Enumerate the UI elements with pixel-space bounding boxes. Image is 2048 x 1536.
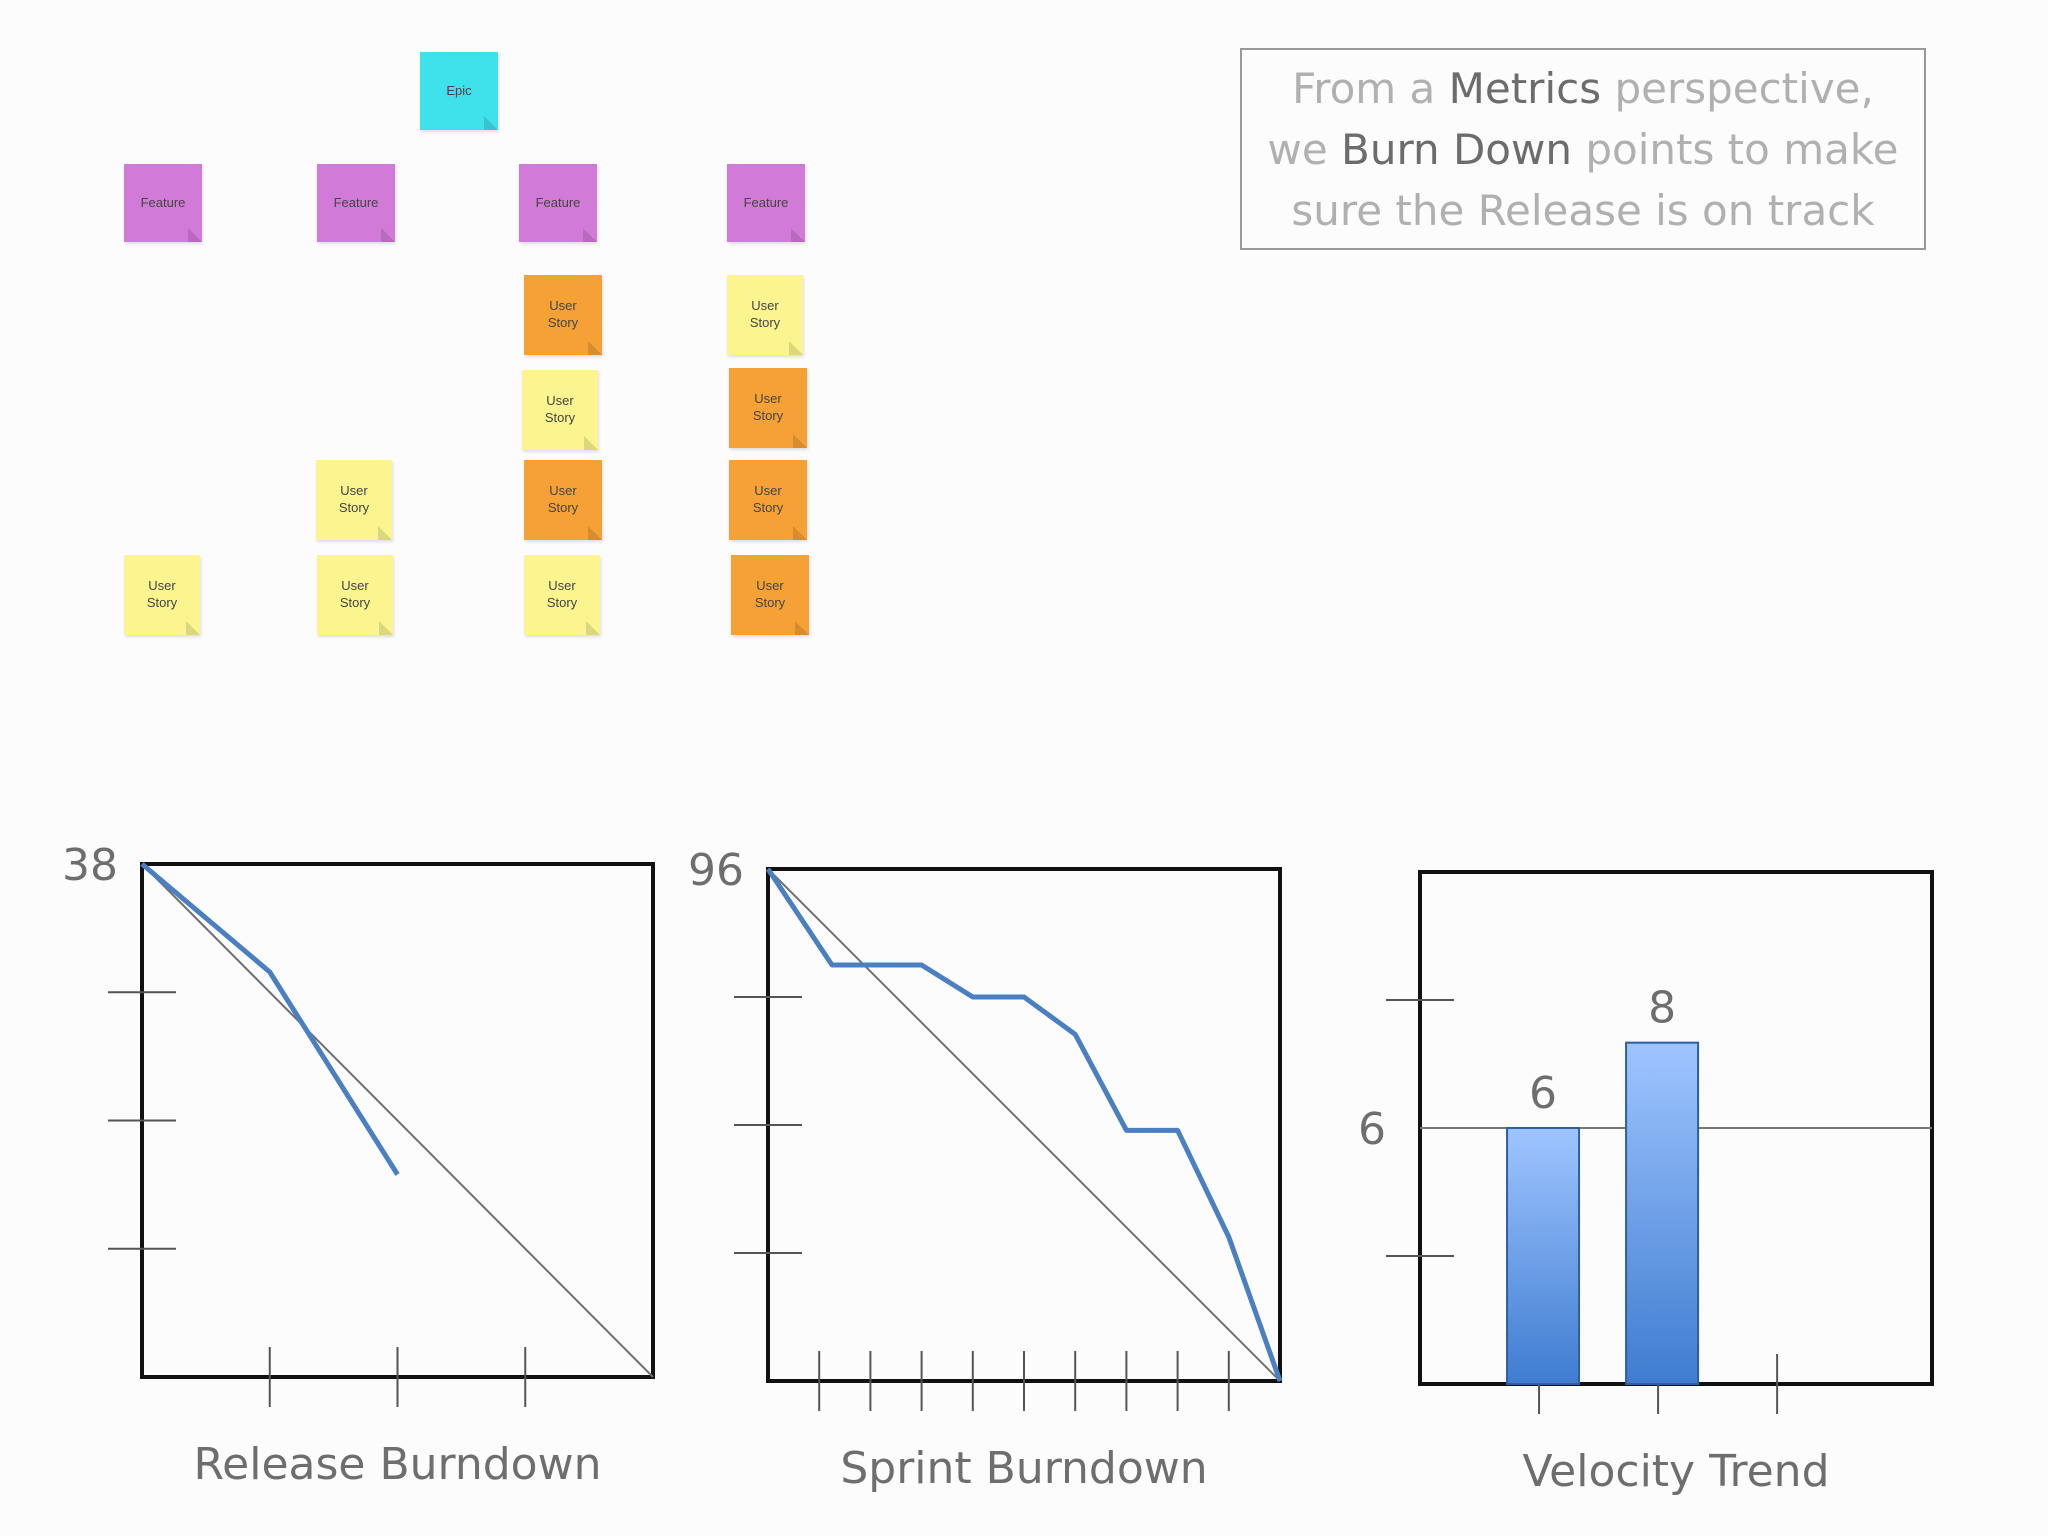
user-story-sticky: User Story xyxy=(124,555,200,635)
feature-label: Feature xyxy=(140,194,186,210)
story-label: User Story xyxy=(754,578,786,610)
bar-value-label: 6 xyxy=(1529,1068,1557,1119)
callout-text: From a xyxy=(1292,64,1449,113)
metrics-callout: From a Metrics perspective, we Burn Down… xyxy=(1240,48,1926,250)
sprint-burndown-chart: 96 Sprint Burndown xyxy=(688,845,1283,1494)
user-story-sticky: User Story xyxy=(524,555,600,635)
story-label: User Story xyxy=(146,578,178,610)
y-max-label: 38 xyxy=(62,840,118,891)
bar-value-label: 8 xyxy=(1648,983,1676,1034)
story-label: User Story xyxy=(339,578,371,610)
epic-sticky: Epic xyxy=(420,52,498,130)
y-max-label: 96 xyxy=(688,845,744,896)
ideal-burndown-line xyxy=(767,868,1281,1382)
user-story-sticky: User Story xyxy=(524,460,602,540)
release-burndown-chart: 38 Release Burndown xyxy=(62,840,655,1490)
feature-sticky: Feature xyxy=(124,164,202,242)
feature-sticky: Feature xyxy=(727,164,805,242)
callout-text: sure the Release is on track xyxy=(1291,186,1875,235)
chart-title: Release Burndown xyxy=(194,1439,602,1490)
callout-text: perspective, xyxy=(1601,64,1874,113)
velocity-bar xyxy=(1625,1041,1700,1385)
callout-text: we xyxy=(1267,125,1342,174)
callout-highlight-metrics: Metrics xyxy=(1448,64,1602,113)
feature-label: Feature xyxy=(333,194,379,210)
user-story-sticky: User Story xyxy=(317,555,393,635)
story-label: User Story xyxy=(752,391,784,423)
story-label: User Story xyxy=(544,393,576,425)
story-label: User Story xyxy=(546,578,578,610)
story-label: User Story xyxy=(338,483,370,515)
actual-burndown-line xyxy=(765,867,1283,1382)
epic-label: Epic xyxy=(446,82,472,98)
story-label: User Story xyxy=(547,483,579,515)
feature-sticky: Feature xyxy=(317,164,395,242)
user-story-sticky: User Story xyxy=(731,555,809,635)
velocity-trend-chart: 6 8 6 Velocity Trend xyxy=(1358,870,1934,1497)
user-story-sticky: User Story xyxy=(524,275,602,355)
chart-title: Velocity Trend xyxy=(1522,1446,1829,1497)
ideal-burndown-line xyxy=(141,863,654,1378)
story-label: User Story xyxy=(547,298,579,330)
actual-burndown-line xyxy=(140,862,400,1176)
feature-sticky: Feature xyxy=(519,164,597,242)
user-story-sticky: User Story xyxy=(727,275,803,355)
feature-label: Feature xyxy=(535,194,581,210)
feature-label: Feature xyxy=(743,194,789,210)
velocity-bar xyxy=(1506,1127,1581,1385)
story-label: User Story xyxy=(752,483,784,515)
user-story-sticky: User Story xyxy=(316,460,392,540)
user-story-sticky: User Story xyxy=(729,460,807,540)
user-story-sticky: User Story xyxy=(729,368,807,448)
user-story-sticky: User Story xyxy=(522,370,598,450)
story-label: User Story xyxy=(749,298,781,330)
reference-value-label: 6 xyxy=(1358,1104,1386,1155)
callout-text: points to make xyxy=(1571,125,1899,174)
chart-title: Sprint Burndown xyxy=(840,1443,1207,1494)
callout-highlight-burn-down: Burn Down xyxy=(1341,125,1572,174)
